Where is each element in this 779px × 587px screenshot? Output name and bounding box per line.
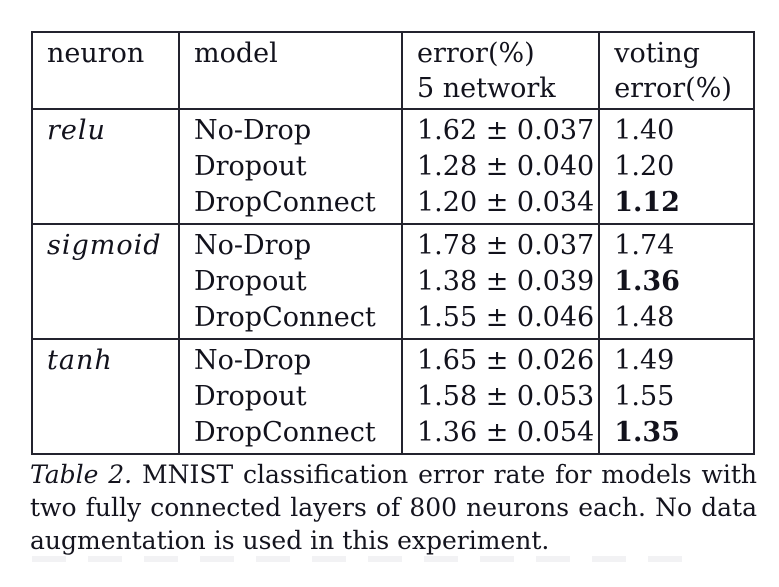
model-name: Dropout [194,381,307,412]
compression-artifact [32,556,692,562]
neuron-cell: relu [31,108,180,225]
header-label: 5 network [417,73,556,104]
neuron-name: relu [47,115,106,146]
voting-value-best: 1.12 [614,187,680,218]
header-row: neuron model error(%) 5 network voting e… [31,31,756,110]
header-label: neuron [47,38,145,69]
neuron-name: sigmoid [47,230,162,261]
model-cell: No-Drop Dropout DropConnect [178,338,403,455]
error-cell: 1.65 ± 0.026 1.58 ± 0.053 1.36 ± 0.054 [400,338,601,455]
table-row-sigmoid: sigmoid No-Drop Dropout DropConnect 1.78… [31,223,756,340]
table-row-tanh: tanh No-Drop Dropout DropConnect 1.65 ± … [31,338,756,455]
model-name: DropConnect [194,187,376,218]
error-cell: 1.78 ± 0.037 1.38 ± 0.039 1.55 ± 0.046 [400,223,601,340]
header-cell-error: error(%) 5 network [400,31,601,110]
error-cell: 1.62 ± 0.037 1.28 ± 0.040 1.20 ± 0.034 [400,108,601,225]
neuron-name: tanh [47,345,113,376]
voting-value: 1.49 [614,345,675,376]
header-label: error(%) [417,38,535,69]
results-table: neuron model error(%) 5 network voting e… [31,31,756,455]
model-name: No-Drop [194,230,312,261]
error-value: 1.55 ± 0.046 [417,302,595,333]
voting-value-best: 1.36 [614,266,680,297]
header-label: model [194,38,278,69]
model-name: DropConnect [194,302,376,333]
voting-value: 1.48 [614,302,675,333]
table-caption: Table 2. MNIST classification error rate… [30,458,757,557]
caption-text: MNIST classification error rate for mode… [141,460,758,489]
voting-value: 1.74 [614,230,675,261]
header-label: voting [614,38,700,69]
table-row-relu: relu No-Drop Dropout DropConnect 1.62 ± … [31,108,756,225]
error-value: 1.36 ± 0.054 [417,417,595,448]
error-value: 1.20 ± 0.034 [417,187,595,218]
caption-line: augmentation is used in this experiment. [30,526,550,555]
voting-value: 1.40 [614,115,675,146]
error-value: 1.65 ± 0.026 [417,345,595,376]
model-name: No-Drop [194,345,312,376]
error-value: 1.28 ± 0.040 [417,151,595,182]
error-value: 1.58 ± 0.053 [417,381,595,412]
model-name: Dropout [194,151,307,182]
model-cell: No-Drop Dropout DropConnect [178,108,403,225]
error-value: 1.62 ± 0.037 [417,115,595,146]
voting-cell: 1.49 1.55 1.35 [598,338,756,455]
voting-value: 1.55 [614,381,675,412]
caption-label: Table 2. [30,460,133,489]
error-value: 1.38 ± 0.039 [417,266,595,297]
header-cell-voting: voting error(%) [598,31,756,110]
header-cell-neuron: neuron [31,31,180,110]
model-name: DropConnect [194,417,376,448]
voting-cell: 1.74 1.36 1.48 [598,223,756,340]
caption-line: two fully connected layers of 800 neuron… [30,493,757,522]
neuron-cell: sigmoid [31,223,180,340]
voting-value-best: 1.35 [614,417,680,448]
model-cell: No-Drop Dropout DropConnect [178,223,403,340]
error-value: 1.78 ± 0.037 [417,230,595,261]
model-name: Dropout [194,266,307,297]
voting-value: 1.20 [614,151,675,182]
model-name: No-Drop [194,115,312,146]
header-label: error(%) [614,73,732,104]
caption-line: Table 2. MNIST classification error rate… [30,458,757,491]
header-cell-model: model [178,31,403,110]
neuron-cell: tanh [31,338,180,455]
voting-cell: 1.40 1.20 1.12 [598,108,756,225]
